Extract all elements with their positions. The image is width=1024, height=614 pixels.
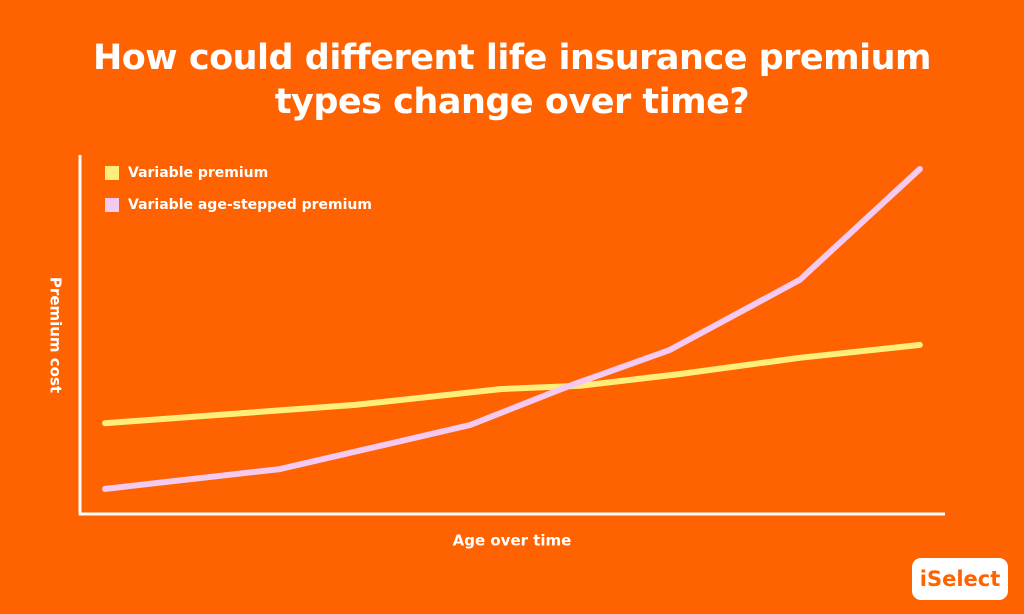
legend-label: Variable premium [128,165,268,181]
chart-title: How could different life insurance premi… [92,38,932,122]
series-line [102,166,923,492]
legend-swatch [105,198,119,212]
logo-badge [912,558,1008,600]
legend-label: Variable age-stepped premium [128,197,372,213]
x-axis-label: Age over time [453,532,572,550]
legend-swatch [105,166,119,180]
y-axis-label: Premium cost [47,277,65,393]
logo: iSelect [920,567,1001,591]
series-line [102,341,923,427]
